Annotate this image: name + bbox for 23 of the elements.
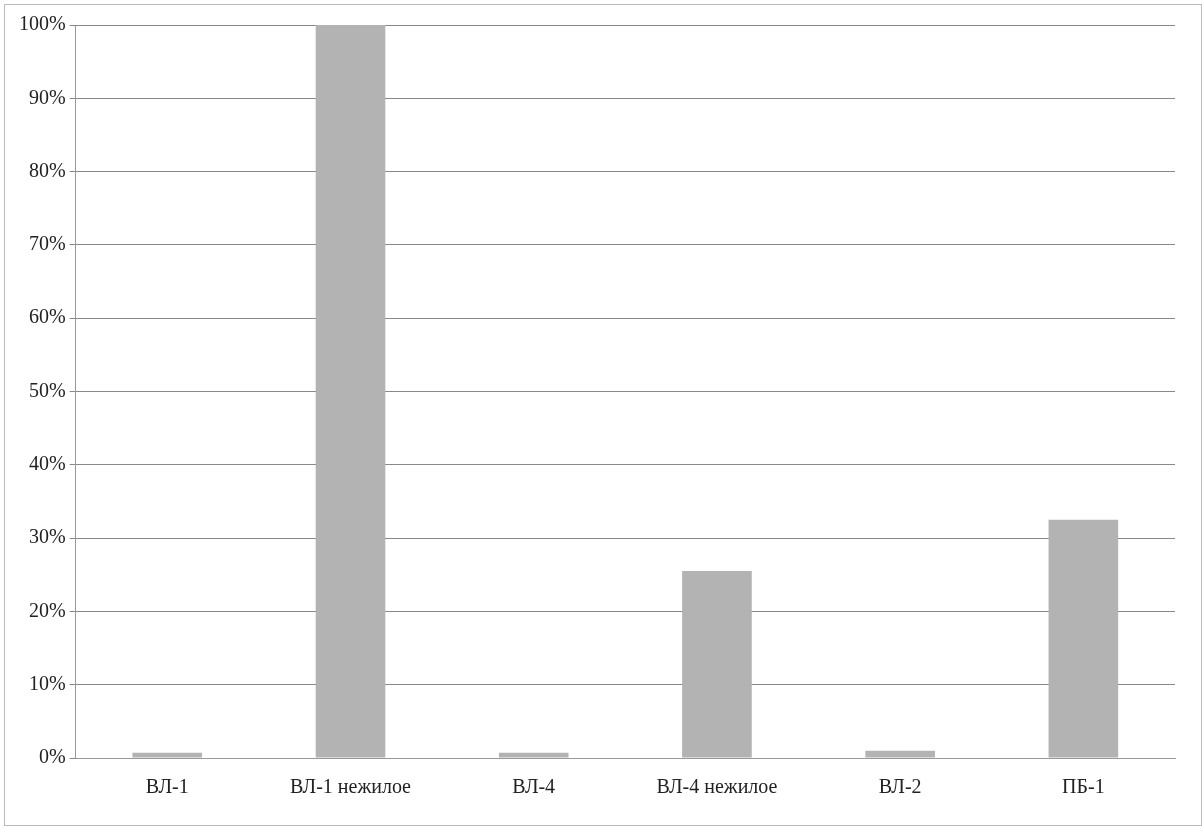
y-tick-label: 60% [28, 305, 66, 328]
y-tick-label: 40% [28, 452, 66, 475]
bar [132, 752, 203, 758]
x-tick-label: ВЛ-1 [145, 775, 189, 798]
bar [498, 752, 569, 758]
y-tick-label: 70% [28, 232, 66, 255]
y-tick-label: 30% [28, 525, 66, 548]
y-tick-label: 10% [28, 671, 66, 694]
y-tick-label: 80% [28, 158, 66, 181]
y-tick-label: 90% [28, 85, 66, 108]
bar [315, 25, 386, 758]
bar [1048, 519, 1119, 758]
y-tick-label: 50% [28, 378, 66, 401]
y-tick-label: 100% [18, 12, 66, 35]
x-tick-label: ВЛ-4 [512, 775, 556, 798]
x-tick-label: ВЛ-2 [878, 775, 922, 798]
x-tick-label: ПБ-1 [1062, 775, 1105, 798]
bar [865, 750, 935, 758]
x-tick-label: ВЛ-4 нежилое [656, 775, 778, 798]
bar [682, 571, 752, 758]
y-tick-label: 0% [38, 745, 66, 768]
y-tick-label: 20% [28, 598, 66, 621]
x-tick-label: ВЛ-1 нежилое [289, 775, 412, 798]
